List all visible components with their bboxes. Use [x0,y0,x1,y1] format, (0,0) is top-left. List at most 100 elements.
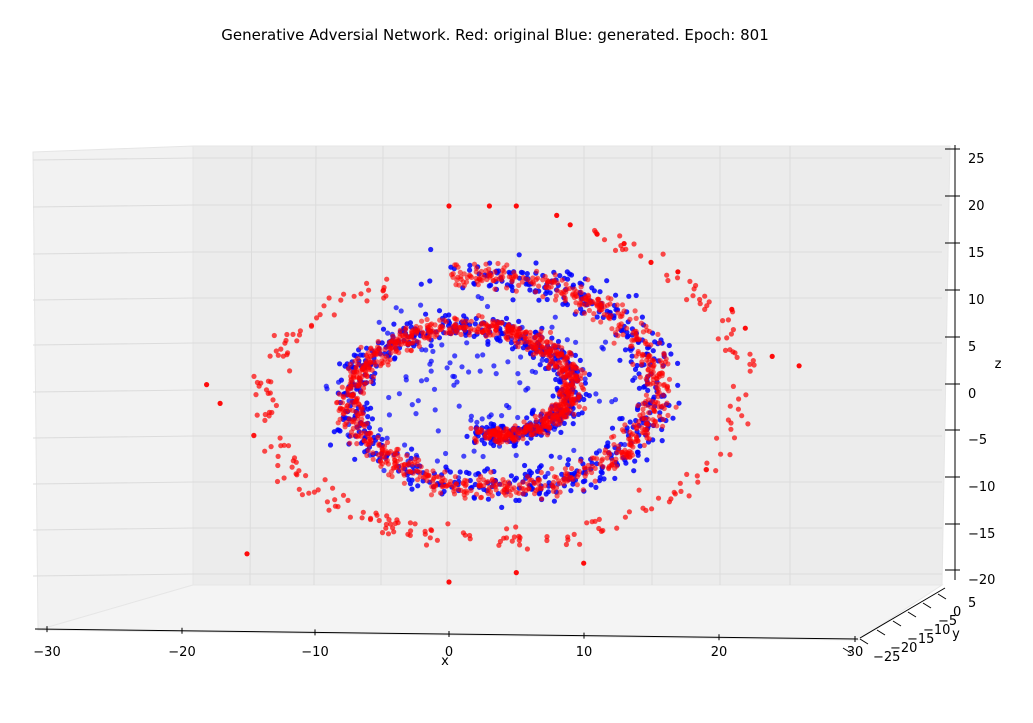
original-point [483,323,489,329]
original-point [438,490,444,496]
original-point [592,478,598,484]
original-point [617,233,623,239]
original-point [535,427,541,433]
original-point [439,484,445,490]
y-tick [892,620,902,627]
original-point [640,406,646,412]
original-point [743,392,749,398]
original-point [641,430,647,436]
original-point [381,284,387,291]
z-tick-label: 0 [968,387,976,402]
original-point [598,319,604,325]
generated-point [418,378,425,384]
original-point [345,386,351,392]
generated-point [467,267,473,273]
generated-point [380,326,387,332]
original-point [597,461,603,467]
generated-point [516,318,522,324]
original-point [548,279,555,285]
original-point [494,324,500,330]
y-tick-label: 0 [953,605,961,620]
original-point [675,269,681,275]
original-point [664,400,670,406]
generated-point [379,436,385,442]
original-point [251,373,257,379]
original-point [520,274,526,281]
original-point [410,470,416,476]
original-point [571,531,577,538]
original-point [533,289,539,295]
original-point [574,289,580,295]
original-point [567,222,573,228]
original-point [636,418,642,425]
original-point [598,307,604,313]
original-point [434,537,440,543]
original-point [483,268,489,274]
generated-point [336,379,342,385]
original-point [690,293,696,299]
generated-point [558,429,564,435]
original-point [407,459,413,465]
original-point [432,322,438,328]
original-point [352,369,358,375]
original-point [433,483,439,489]
original-point [492,484,498,490]
original-point [332,497,338,503]
original-point [677,480,683,486]
original-point [559,345,565,351]
original-point [547,407,553,413]
original-point [581,310,588,316]
original-point [551,406,557,412]
original-point [578,296,584,303]
generated-point [597,474,603,481]
z-tick-label: 10 [968,293,985,308]
original-point [729,306,735,312]
z-tick-label: −15 [968,527,995,542]
original-point [739,413,745,419]
original-point [402,338,408,344]
original-point [538,469,544,476]
original-point [589,463,596,469]
original-point [509,333,515,339]
y-tick-label: −10 [923,623,950,638]
original-point [635,403,641,409]
original-point [706,299,712,305]
original-point [321,303,327,309]
generated-point [447,360,453,366]
generated-point [604,278,610,284]
original-point [536,481,542,487]
generated-point [515,414,521,421]
original-point [346,416,352,422]
generated-point [337,361,343,367]
original-point [565,537,571,543]
grid-line-v [249,145,253,586]
original-point [624,325,630,331]
original-point [408,340,414,346]
original-point [626,454,633,460]
z-tick-label: 15 [968,246,985,261]
original-point [633,333,639,339]
generated-point [559,471,565,477]
original-point [473,269,479,275]
z-tick-label: −10 [968,480,995,495]
original-point [461,271,467,277]
generated-point [564,337,570,343]
generated-point [423,347,429,353]
original-point [556,370,562,376]
original-point [443,330,449,336]
generated-point [588,482,594,488]
original-point [646,436,652,442]
original-point [523,329,529,335]
original-point [450,483,456,489]
generated-point [409,402,415,408]
original-point [474,429,481,435]
generated-point [468,413,474,419]
original-point [654,376,660,382]
original-point [284,331,290,338]
generated-point [570,421,576,427]
original-point [556,406,563,412]
original-point [501,490,507,496]
original-point [367,430,373,436]
original-point [533,345,539,351]
generated-point [385,330,391,336]
